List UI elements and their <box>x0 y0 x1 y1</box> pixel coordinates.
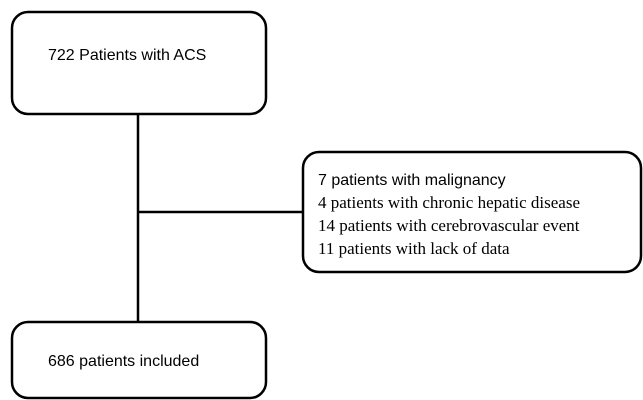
exclusion-line: 7 patients with malignancy <box>318 172 506 189</box>
exclusion-line: 11 patients with lack of data <box>318 239 510 258</box>
exclusion-line: 14 patients with cerebrovascular event <box>318 216 580 235</box>
node-label: 686 patients included <box>48 353 199 370</box>
exclusion-line: 4 patients with chronic hepatic disease <box>318 193 580 212</box>
node-label: 722 Patients with ACS <box>48 47 206 64</box>
